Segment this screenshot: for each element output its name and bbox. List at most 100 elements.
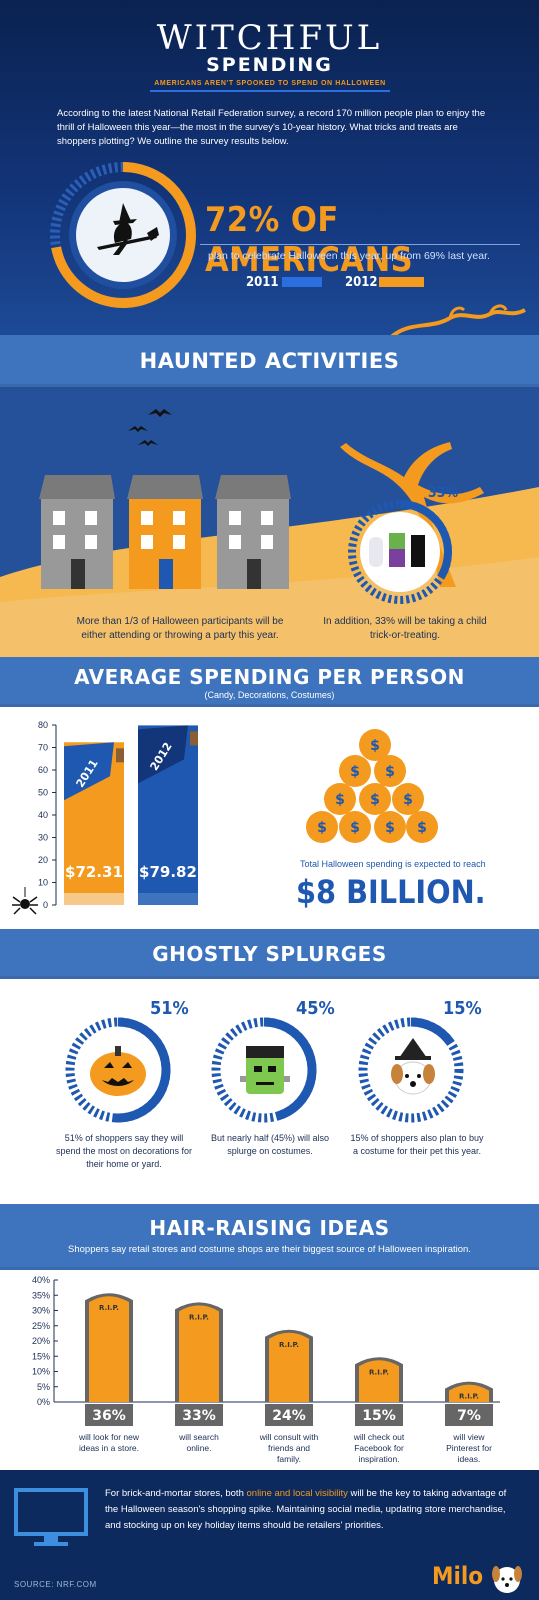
splurge-percent: 45% <box>296 998 335 1019</box>
average-band: AVERAGE SPENDING PER PERSON (Candy, Deco… <box>0 657 539 707</box>
bar-caption: friends and <box>268 1443 310 1453</box>
subtitle-underline <box>150 90 390 92</box>
bar-wrapper-fold <box>116 748 124 763</box>
y-tick-label: 40 <box>38 810 48 820</box>
y-tick-label: 35% <box>32 1290 50 1300</box>
bar-value-label: 36% <box>92 1408 126 1424</box>
ring-track <box>358 1017 464 1123</box>
computer-monitor-icon <box>14 1488 88 1546</box>
value-plate <box>265 1404 313 1426</box>
ghostly-section: 51% 51% of shoppers say they will spend … <box>0 979 539 1204</box>
svg-text:$: $ <box>385 820 395 836</box>
bar-caption: Pinterest for <box>446 1443 492 1453</box>
bar-caption: will check out <box>353 1432 405 1442</box>
headline-subtext: plan to celebrate Halloween this year, u… <box>208 250 490 262</box>
value-plate <box>175 1404 223 1426</box>
bat-icons <box>128 409 172 446</box>
svg-text:$: $ <box>317 820 327 836</box>
tombstone-rip: R.I.P. <box>189 1313 209 1321</box>
y-tick-label: 80 <box>38 720 48 730</box>
pumpkin-icon <box>90 1046 146 1096</box>
splurge-text: 51% of shoppers say they will spend the … <box>55 1133 193 1169</box>
svg-text:$: $ <box>335 792 345 808</box>
y-tick-label: 60 <box>38 765 48 775</box>
y-tick-label: 30 <box>38 833 48 843</box>
ghost-kid-icon <box>369 537 383 567</box>
y-tick-label: 10% <box>32 1367 50 1377</box>
ideas-section: 40% 35% 30% 25% 20% 15% 10% 5% 0% R.I.P. 36% will l… <box>0 1270 539 1470</box>
haunted-right-text: In addition, 33% will be taking a child … <box>323 616 487 641</box>
value-plate <box>355 1404 403 1426</box>
bar-caption: online. <box>186 1443 211 1453</box>
svg-text:$: $ <box>350 820 360 836</box>
footer-text-after: will be the key to taking advantage of t… <box>105 1488 507 1531</box>
tombstone-bar <box>179 1305 219 1402</box>
footer-text-before: For brick-and-mortar stores, both <box>105 1488 247 1499</box>
svg-text:$: $ <box>370 792 380 808</box>
subtitle: AMERICANS AREN'T SPOOKED TO SPEND ON HAL… <box>154 80 386 87</box>
svg-text:$: $ <box>350 764 360 780</box>
bar-value-label: $72.31 <box>65 863 123 881</box>
ideas-title: HAIR-RAISING IDEAS <box>149 1216 390 1240</box>
source-label: SOURCE: NRF.COM <box>14 1580 97 1589</box>
y-tick-label: 20% <box>32 1336 50 1346</box>
ideas-subtitle: Shoppers say retail stores and costume s… <box>68 1244 471 1255</box>
bar-caption: ideas in a store. <box>79 1443 139 1453</box>
splurge-item: 15% 15% of shoppers also plan to buy a c… <box>350 994 485 1194</box>
y-tick-label: 0% <box>37 1397 50 1407</box>
splurge-item: 45% But nearly half (45%) will also splu… <box>208 994 338 1194</box>
ring-fill <box>65 1017 171 1123</box>
bar-wrapper-bottom <box>64 893 124 905</box>
haunted-left-text: More than 1/3 of Halloween participants … <box>76 616 284 641</box>
bar-value-label: $79.82 <box>139 863 197 881</box>
value-plate <box>85 1404 133 1426</box>
skeleton-kid-icon <box>411 535 425 567</box>
ghostly-title: GHOSTLY SPLURGES <box>152 942 387 966</box>
year-2012-bar <box>379 277 424 287</box>
bar-value-label: 24% <box>272 1408 306 1424</box>
splurge-text: But nearly half (45%) will also splurge … <box>210 1133 330 1156</box>
year-2012-label: 2012 <box>345 275 378 290</box>
bar-value-label: 7% <box>457 1408 481 1424</box>
bar-caption: will consult with <box>259 1432 319 1442</box>
average-subtitle: (Candy, Decorations, Costumes) <box>204 690 335 700</box>
bar-value-label: 33% <box>182 1408 216 1424</box>
tombstone-rip: R.I.P. <box>99 1304 119 1312</box>
footer-highlight: online and local visibility <box>246 1488 348 1499</box>
splurge-percent: 51% <box>150 998 189 1019</box>
bar-caption: family. <box>277 1454 301 1464</box>
bar-wrapper-fold <box>190 731 198 746</box>
haunted-band: HAUNTED ACTIVITIES <box>0 335 539 387</box>
bar-wrapper-bottom <box>138 893 198 905</box>
y-tick-label: 0 <box>43 900 48 910</box>
intro-text: According to the latest National Retail … <box>57 108 486 147</box>
tombstone-rip: R.I.P. <box>369 1368 389 1376</box>
milo-dog-logo-icon <box>492 1566 522 1593</box>
bar-caption: ideas. <box>458 1454 481 1464</box>
value-plate <box>445 1404 493 1426</box>
houses-graphic <box>39 475 291 589</box>
money-bags-graphic: $$ $ $ $ $ $ $ $ $ <box>306 729 438 843</box>
ghostly-band: GHOSTLY SPLURGES <box>0 929 539 979</box>
y-tick-label: 10 <box>38 878 48 888</box>
trick-or-treat-ring <box>348 500 452 604</box>
svg-text:$: $ <box>385 764 395 780</box>
tombstone-bar <box>89 1296 129 1402</box>
witch-icon <box>97 203 159 255</box>
svg-text:$: $ <box>403 792 413 808</box>
y-tick-label: 5% <box>37 1382 50 1392</box>
total-value: $8 BILLION. <box>296 873 486 911</box>
haunted-percent: 33% <box>428 485 459 501</box>
haunted-title: HAUNTED ACTIVITIES <box>139 349 400 373</box>
milo-logo: Milo <box>432 1562 484 1590</box>
house-right <box>215 475 291 589</box>
svg-text:$: $ <box>417 820 427 836</box>
footer-text: For brick-and-mortar stores, both online… <box>105 1486 510 1534</box>
average-section: 0 10 20 30 40 50 60 70 80 2011 $72.31 2012 $79.82 $ $… <box>0 707 539 929</box>
y-tick-label: 40% <box>32 1276 50 1285</box>
house-left <box>39 475 115 589</box>
haunted-section: 33% More than 1/3 of Halloween participa… <box>0 387 539 657</box>
tombstone-rip: R.I.P. <box>459 1393 479 1401</box>
splurge-percent: 15% <box>443 998 482 1019</box>
ring-fill <box>211 1017 317 1123</box>
